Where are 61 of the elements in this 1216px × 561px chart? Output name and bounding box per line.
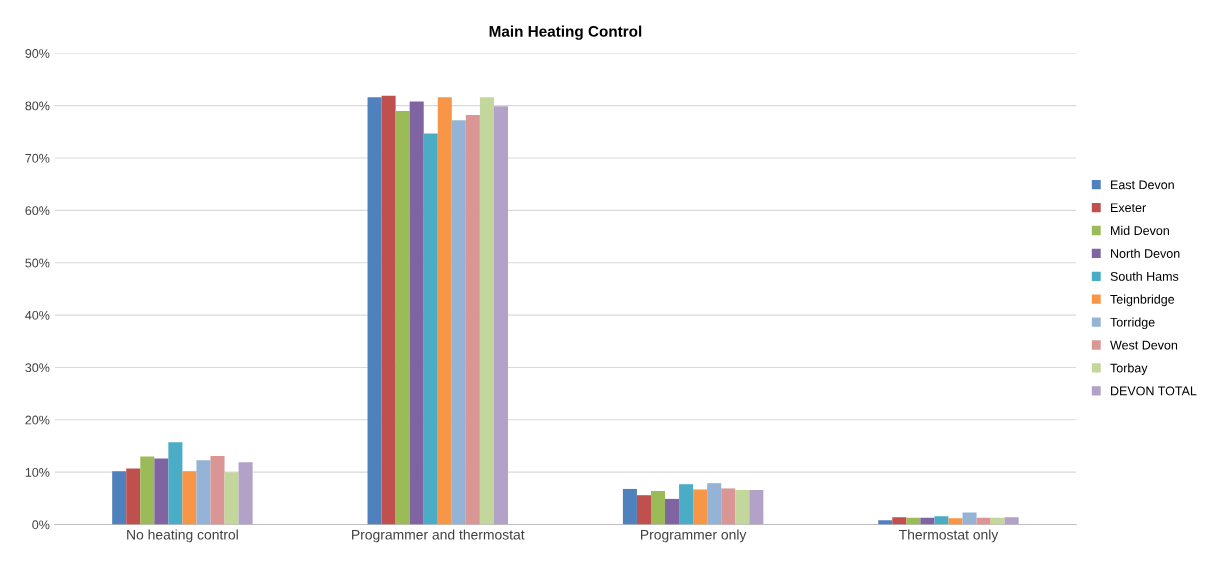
legend-label: South Hams	[1110, 271, 1179, 281]
y-tick-label: 80%	[25, 101, 50, 111]
bar	[423, 133, 438, 525]
legend-label: West Devon	[1110, 340, 1178, 350]
bar	[126, 468, 141, 525]
bar	[679, 484, 694, 525]
y-tick-label: 10%	[25, 467, 50, 477]
y-tick-label: 60%	[25, 206, 50, 216]
bar	[493, 106, 508, 525]
bar	[622, 488, 637, 525]
bar	[238, 462, 253, 525]
legend-label: Torridge	[1110, 317, 1155, 330]
bar	[196, 460, 211, 525]
bar	[381, 95, 396, 525]
bar	[451, 120, 466, 525]
bar	[749, 489, 764, 525]
bar	[735, 489, 750, 525]
bar	[693, 489, 708, 525]
bar	[224, 472, 239, 525]
bar	[465, 115, 480, 525]
y-tick-label: 40%	[25, 310, 50, 320]
bar	[948, 518, 963, 525]
bar	[395, 110, 410, 525]
bar	[140, 456, 155, 525]
chart-title: Main Heating Control	[489, 25, 642, 40]
legend-label: Teignbridge	[1110, 294, 1175, 307]
legend-label: Torbay	[1110, 363, 1148, 375]
x-tick-label: No heating control	[127, 529, 238, 543]
bar	[367, 97, 382, 525]
y-tick-label: 30%	[25, 363, 50, 373]
bar	[636, 495, 651, 525]
legend-label: East Devon	[1111, 180, 1174, 190]
bar	[210, 455, 225, 525]
bar	[650, 491, 666, 525]
bar	[1004, 517, 1019, 525]
y-tick-label: 0%	[32, 520, 50, 530]
y-tick-label: 70%	[25, 153, 50, 163]
legend-label: Exeter	[1111, 203, 1146, 213]
bar	[962, 512, 977, 525]
x-tick-label: Programmer only	[641, 529, 747, 543]
bar	[721, 488, 736, 525]
bar	[409, 101, 424, 525]
y-tick-label: 90%	[25, 49, 50, 58]
bar	[878, 520, 893, 525]
legend-label: North Devon	[1111, 248, 1180, 258]
bar	[154, 458, 169, 525]
bar	[934, 516, 949, 525]
x-tick-label: Programmer and thermostat	[352, 529, 525, 543]
y-tick-label: 20%	[25, 415, 50, 425]
bar	[182, 471, 197, 525]
bar	[892, 517, 907, 525]
bar	[437, 97, 452, 525]
legend-label: DEVON TOTAL	[1111, 386, 1197, 396]
y-tick-label: 50%	[25, 258, 50, 268]
legend-label: Mid Devon	[1111, 225, 1169, 236]
bar	[168, 442, 183, 525]
x-tick-label: Thermostat only	[899, 529, 999, 543]
bar	[479, 97, 494, 525]
bar	[707, 483, 722, 525]
bar	[665, 498, 680, 525]
bar	[112, 471, 127, 525]
